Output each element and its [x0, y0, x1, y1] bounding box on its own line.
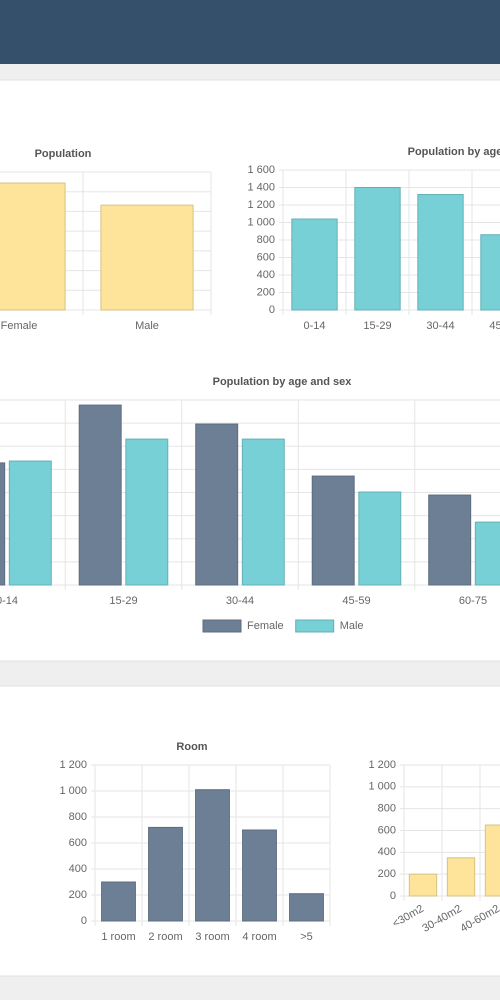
y-tick-label: 1 000: [59, 785, 87, 797]
x-tick-label: 45-59: [489, 320, 500, 332]
y-tick-label: 400: [69, 863, 87, 875]
chart-title: Population by age: [408, 146, 500, 158]
bar: [242, 829, 277, 922]
y-tick-label: 200: [69, 889, 87, 901]
y-tick-label: 0: [390, 890, 396, 902]
bar: [195, 423, 239, 586]
bar: [101, 881, 136, 922]
bar: [446, 857, 476, 897]
bar: [474, 521, 500, 586]
bar: [148, 826, 183, 922]
bar: [311, 475, 355, 586]
x-tick-label: 15-29: [363, 320, 391, 332]
y-tick-label: 800: [69, 811, 87, 823]
bar: [408, 873, 438, 897]
legend-label: Female: [247, 620, 284, 632]
x-tick-label: 60-75: [459, 595, 487, 607]
bar: [484, 824, 500, 897]
bar: [100, 204, 194, 311]
y-tick-label: 800: [257, 234, 275, 246]
y-tick-label: 400: [257, 269, 275, 281]
bar: [417, 194, 464, 311]
x-tick-label: 2 room: [148, 931, 182, 943]
x-tick-label: 45-59: [342, 595, 370, 607]
y-tick-label: 1 600: [247, 164, 275, 176]
x-tick-label: 0-14: [303, 320, 325, 332]
bar: [354, 187, 401, 311]
y-tick-label: 1 000: [368, 781, 396, 793]
bar: [195, 789, 230, 922]
bar: [428, 494, 472, 586]
y-tick-label: 1 200: [247, 199, 275, 211]
header-bar: [0, 0, 500, 64]
y-tick-label: 800: [378, 803, 396, 815]
chart-title: Room: [176, 741, 207, 753]
x-tick-label: 3 room: [195, 931, 229, 943]
x-tick-label: 30-44: [426, 320, 454, 332]
bar: [358, 491, 402, 586]
x-tick-label: 15-29: [109, 595, 137, 607]
bar: [0, 462, 6, 586]
legend-label: Male: [340, 620, 364, 632]
y-tick-label: 600: [257, 251, 275, 263]
x-tick-label: Male: [135, 320, 159, 332]
y-tick-label: 1 200: [59, 759, 87, 771]
y-tick-label: 600: [378, 824, 396, 836]
x-tick-label: 1 room: [101, 931, 135, 943]
y-tick-label: 1 000: [247, 216, 275, 228]
x-tick-label: Female: [1, 320, 38, 332]
legend-swatch: [295, 619, 335, 633]
y-tick-label: 1 200: [368, 759, 396, 771]
legend-swatch: [202, 619, 242, 633]
chart-title: Population by age and sex: [213, 376, 353, 388]
y-tick-label: 200: [378, 868, 396, 880]
y-tick-label: 200: [257, 286, 275, 298]
bar: [125, 438, 169, 586]
bar: [291, 218, 338, 311]
x-tick-label: 30-44: [226, 595, 254, 607]
x-tick-label: 0-14: [0, 595, 18, 607]
bar: [78, 404, 122, 586]
bar: [0, 182, 66, 311]
bar: [480, 234, 500, 311]
bar: [289, 893, 324, 922]
y-tick-label: 600: [69, 837, 87, 849]
bar: [8, 460, 52, 586]
bar: [241, 438, 285, 586]
chart-title: Population: [35, 148, 92, 160]
y-tick-label: 400: [378, 846, 396, 858]
x-tick-label: 4 room: [242, 931, 276, 943]
x-tick-label: >5: [300, 931, 313, 943]
y-tick-label: 0: [269, 304, 275, 316]
y-tick-label: 1 400: [247, 181, 275, 193]
y-tick-label: 0: [81, 915, 87, 927]
